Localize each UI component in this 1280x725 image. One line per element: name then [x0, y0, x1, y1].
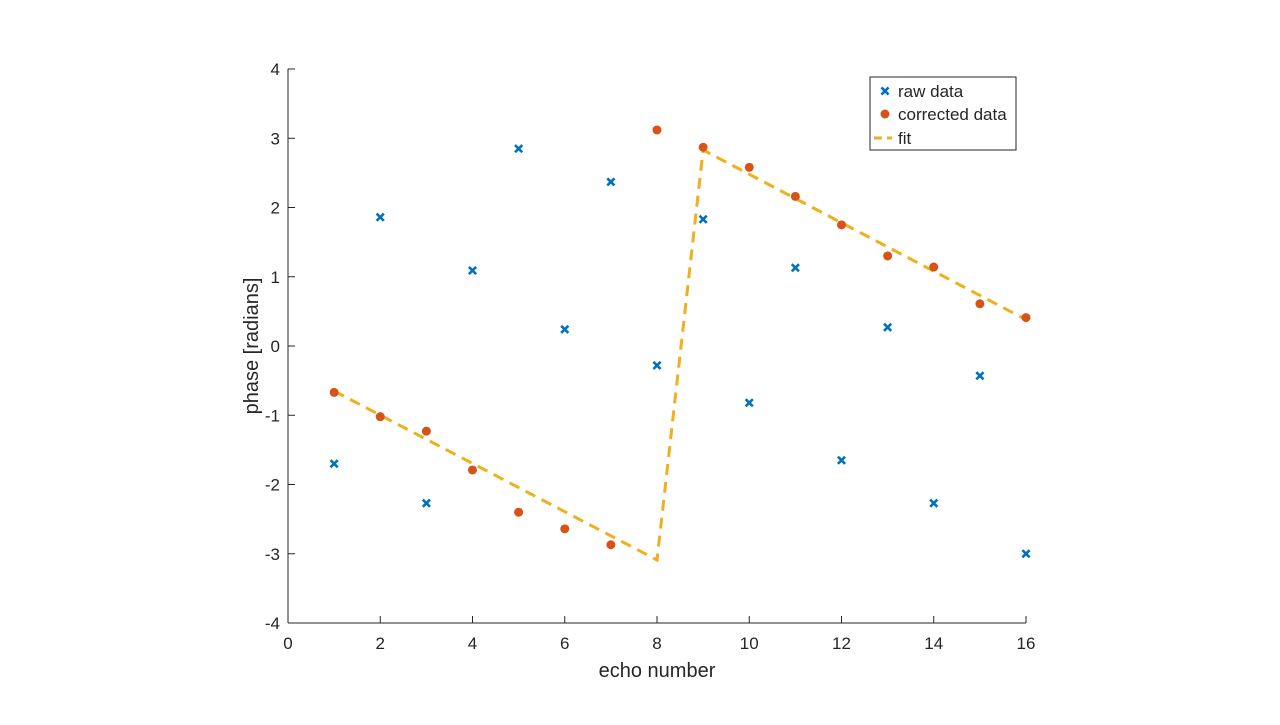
legend-marker-corrected-data: [880, 109, 890, 119]
y-tick-label: 0: [271, 337, 280, 356]
corrected-data-point: [883, 251, 893, 261]
raw-data-point: [329, 459, 339, 469]
corrected-data-point: [790, 191, 800, 201]
raw-data-series: [329, 144, 1031, 559]
fit-series: [333, 147, 1027, 563]
y-tick-label: 1: [271, 268, 280, 287]
raw-data-point: [698, 214, 708, 224]
corrected-data-point: [652, 125, 662, 135]
raw-marker-stroke: [790, 263, 800, 273]
legend-raw-marker-stroke: [880, 86, 890, 96]
y-tick-label: 3: [271, 129, 280, 148]
x-tick-label: 4: [468, 634, 477, 653]
legend-marker-raw-data: [880, 86, 890, 96]
y-tick-label: 4: [271, 60, 280, 79]
corrected-data-point: [929, 262, 939, 272]
y-tick-label: 2: [271, 199, 280, 218]
corrected-data-point: [560, 524, 570, 534]
x-tick-label: 6: [560, 634, 569, 653]
raw-marker-stroke: [467, 265, 478, 276]
raw-data-point: [652, 360, 662, 370]
raw-data-point: [514, 144, 524, 154]
x-tick-label: 10: [740, 634, 759, 653]
raw-marker-stroke: [836, 455, 847, 465]
raw-marker-stroke: [329, 459, 339, 469]
raw-data-point: [1021, 549, 1031, 559]
corrected-data-point: [375, 412, 385, 422]
raw-marker-stroke: [929, 498, 939, 508]
raw-marker-stroke: [606, 177, 616, 187]
y-tick-label: -4: [265, 614, 280, 633]
legend-label-raw-data: raw data: [898, 82, 964, 101]
x-tick-label: 14: [924, 634, 943, 653]
x-tick-label: 0: [283, 634, 292, 653]
y-tick-label: -1: [265, 406, 280, 425]
corrected-data-point: [744, 162, 754, 172]
x-tick-label: 2: [376, 634, 385, 653]
corrected-data-series: [329, 125, 1031, 550]
legend-label-corrected-data: corrected data: [898, 105, 1007, 124]
x-tick-label: 16: [1017, 634, 1036, 653]
corrected-data-point: [1021, 313, 1031, 323]
corrected-data-point: [698, 142, 708, 152]
legend-label-fit: fit: [898, 129, 912, 148]
raw-marker-stroke: [744, 398, 754, 408]
raw-marker-stroke: [375, 212, 385, 222]
fit-line: [333, 147, 1027, 563]
corrected-data-point: [514, 507, 524, 517]
x-tick-label: 12: [832, 634, 851, 653]
corrected-data-point: [975, 299, 985, 309]
raw-data-point: [836, 455, 847, 465]
raw-data-point: [375, 212, 385, 222]
legend: raw data corrected data fit: [869, 76, 1017, 151]
raw-data-point: [929, 498, 939, 508]
x-axis-title: echo number: [599, 660, 716, 682]
raw-data-point: [606, 177, 616, 187]
raw-data-point: [975, 371, 985, 381]
raw-marker-stroke: [560, 324, 570, 334]
corrected-data-point: [329, 387, 339, 397]
corrected-data-point: [606, 540, 616, 550]
y-axis-title: phase [radians]: [241, 278, 263, 415]
raw-marker-stroke: [652, 360, 662, 370]
raw-marker-stroke: [698, 214, 708, 224]
raw-data-point: [790, 263, 800, 273]
raw-data-point: [421, 498, 431, 508]
x-tick-label: 8: [652, 634, 661, 653]
raw-data-point: [560, 324, 570, 334]
raw-marker-stroke: [975, 371, 985, 381]
corrected-data-point: [837, 220, 846, 230]
legend-box: [869, 76, 1017, 151]
raw-data-point: [467, 265, 478, 276]
raw-marker-stroke: [514, 144, 524, 154]
raw-marker-stroke: [421, 498, 431, 508]
raw-marker-stroke: [1021, 549, 1031, 559]
raw-data-point: [744, 398, 754, 408]
y-tick-label: -2: [265, 476, 280, 495]
raw-marker-stroke: [883, 322, 893, 332]
corrected-data-point: [468, 465, 477, 475]
y-tick-label: -3: [265, 545, 280, 564]
corrected-data-point: [421, 426, 431, 436]
raw-data-point: [883, 322, 893, 332]
